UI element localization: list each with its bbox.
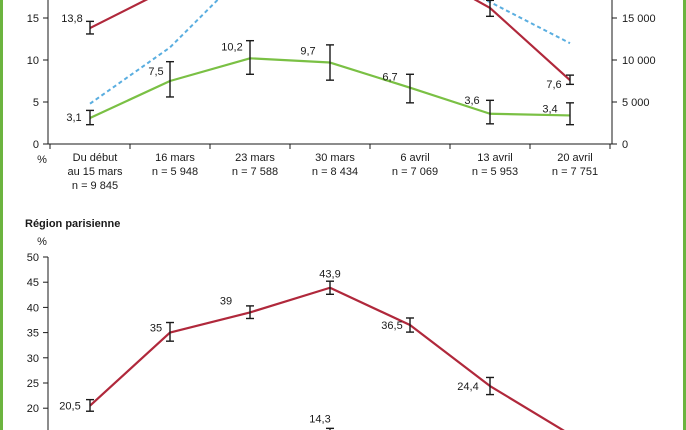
data-label: 35 — [150, 323, 162, 335]
data-label: 3,1 — [66, 112, 81, 124]
data-label: 13,8 — [61, 13, 82, 25]
y-axis-unit: % — [37, 236, 47, 248]
y-tick-label: 35 — [27, 328, 39, 340]
y-tick-label: 40 — [27, 302, 39, 314]
y-tick-label: 10 — [27, 55, 39, 67]
data-label: 43,9 — [319, 269, 340, 281]
x-tick-label: n = 9 845 — [72, 180, 118, 192]
x-tick-label: n = 5 953 — [472, 166, 518, 178]
y2-tick-label: 10 000 — [622, 55, 656, 67]
y2-tick-label: 0 — [622, 139, 628, 151]
data-label: 3,6 — [464, 95, 479, 107]
x-tick-label: 6 avril — [400, 152, 429, 164]
series-line-0 — [89, 286, 565, 430]
data-label: 36,5 — [381, 320, 402, 332]
y-tick-label: 25 — [27, 378, 39, 390]
x-tick-label: Du début — [73, 152, 118, 164]
x-tick-label: 16 mars — [155, 152, 195, 164]
x-tick-label: n = 5 948 — [152, 166, 198, 178]
y-tick-label: 5 — [33, 97, 39, 109]
x-tick-label: au 15 mars — [67, 166, 123, 178]
y-tick-label: 15 — [27, 428, 39, 430]
y-tick-label: 0 — [33, 139, 39, 151]
data-label: 6,7 — [382, 72, 397, 84]
x-tick-label: n = 7 751 — [552, 166, 598, 178]
y-tick-label: 30 — [27, 353, 39, 365]
y-tick-label: 45 — [27, 277, 39, 289]
x-tick-label: 20 avril — [557, 152, 592, 164]
data-label: 20,5 — [59, 401, 80, 413]
x-tick-label: 13 avril — [477, 152, 512, 164]
x-tick-label: 30 mars — [315, 152, 355, 164]
y-tick-label: 20 — [27, 403, 39, 415]
y2-tick-label: 5 000 — [622, 97, 650, 109]
data-label: 39 — [220, 295, 232, 307]
x-tick-label: 23 mars — [235, 152, 275, 164]
y-tick-label: 15 — [27, 13, 39, 25]
x-tick-label: n = 7 069 — [392, 166, 438, 178]
y2-tick-label: 15 000 — [622, 13, 656, 25]
data-label: 14,3 — [309, 413, 330, 425]
x-tick-label: n = 7 588 — [232, 166, 278, 178]
data-label: 7,6 — [546, 79, 561, 91]
data-label: 7,5 — [148, 66, 163, 78]
data-label: 3,4 — [542, 103, 557, 115]
chart-title: Région parisienne — [25, 218, 120, 230]
data-label: 10,2 — [221, 41, 242, 53]
y-axis-unit: % — [37, 154, 47, 166]
data-label: 24,4 — [457, 381, 478, 393]
x-tick-label: n = 8 434 — [312, 166, 358, 178]
y-tick-label: 50 — [27, 252, 39, 264]
data-label: 9,7 — [300, 46, 315, 58]
